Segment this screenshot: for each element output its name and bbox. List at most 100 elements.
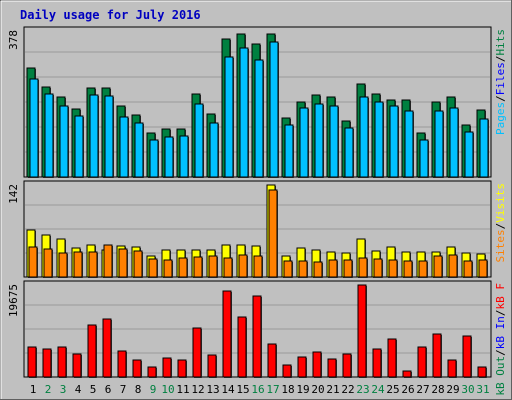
bar-files-30 [464, 131, 474, 178]
bar-sites-30 [463, 260, 473, 278]
bar-files-28 [434, 110, 444, 178]
legend-item-kbytes-2: / [494, 310, 507, 317]
bar-sites-13 [208, 255, 218, 278]
x-tick-label-8: 8 [135, 383, 142, 396]
bar-sites-5 [88, 251, 98, 278]
legend-item-visits-2: Sites [494, 229, 507, 262]
bar-sites-12 [193, 256, 203, 278]
bar-files-18 [284, 124, 294, 178]
bar-sites-7 [118, 248, 128, 278]
bar-kb-f-13 [207, 354, 217, 378]
x-tick-label-20: 20 [311, 383, 324, 396]
bar-sites-17 [268, 189, 278, 278]
x-tick-label-18: 18 [281, 383, 294, 396]
bar-kb-f-9 [147, 366, 157, 378]
ytick-label-kbytes: 19675 [7, 284, 20, 317]
bar-files-24 [374, 101, 384, 178]
bar-files-2 [44, 93, 54, 178]
bar-sites-20 [313, 261, 323, 278]
bar-files-31 [479, 118, 489, 178]
bar-files-8 [134, 122, 144, 178]
bar-kb-f-26 [402, 370, 412, 378]
bar-files-17 [269, 41, 279, 178]
x-tick-label-6: 6 [105, 383, 112, 396]
x-tick-label-12: 12 [191, 383, 204, 396]
bar-sites-25 [388, 259, 398, 278]
series-kb-f [27, 284, 487, 378]
bar-kb-f-11 [177, 359, 187, 378]
bar-sites-14 [223, 257, 233, 278]
bar-sites-15 [238, 254, 248, 278]
bar-kb-f-25 [387, 338, 397, 378]
bar-kb-f-22 [342, 353, 352, 378]
x-tick-label-10: 10 [161, 383, 174, 396]
x-tick-label-25: 25 [386, 383, 399, 396]
x-tick-label-5: 5 [90, 383, 97, 396]
legend-sep: / [494, 95, 507, 102]
legend-sep: / [494, 223, 507, 230]
bar-sites-3 [58, 252, 68, 278]
legend-item-visits-1: Visits [494, 183, 507, 223]
bar-sites-22 [343, 259, 353, 278]
x-tick-label-27: 27 [416, 383, 429, 396]
legend-item-hits-2: Files [494, 62, 507, 95]
bar-files-11 [179, 135, 189, 178]
bar-files-5 [89, 94, 99, 178]
bar-kb-f-12 [192, 327, 202, 378]
bar-sites-19 [298, 260, 308, 278]
bar-files-25 [389, 105, 399, 178]
bar-files-1 [29, 78, 39, 178]
bar-sites-6 [103, 244, 113, 278]
legend-item-hits-3: Pages [494, 102, 507, 135]
x-tick-label-14: 14 [221, 383, 235, 396]
bar-sites-1 [28, 246, 38, 278]
bar-sites-8 [133, 250, 143, 278]
legend-item-hits-1: Hits [494, 29, 507, 56]
x-tick-label-2: 2 [45, 383, 52, 396]
ytick-label-hits: 378 [7, 30, 20, 50]
panel-visits: 142 Sites/Visits [7, 180, 507, 278]
legend-sep: / [494, 56, 507, 63]
series-sites [28, 189, 488, 278]
x-tick-label-4: 4 [75, 383, 82, 396]
legend-hits: Pages/Files/Hits [494, 29, 507, 135]
x-tick-label-31: 31 [476, 383, 489, 396]
bar-kb-f-8 [132, 359, 142, 378]
bar-kb-f-7 [117, 350, 127, 378]
bar-sites-21 [328, 259, 338, 278]
legend-item-kbytes-1: kB F [494, 283, 507, 310]
bar-sites-27 [418, 260, 428, 278]
bar-kb-f-6 [102, 318, 112, 378]
bar-files-6 [104, 95, 114, 178]
bar-sites-24 [373, 258, 383, 278]
bar-files-27 [419, 139, 429, 178]
bar-sites-29 [448, 254, 458, 278]
bar-sites-31 [478, 259, 488, 278]
x-tick-label-21: 21 [326, 383, 339, 396]
bar-sites-11 [178, 257, 188, 278]
bar-kb-f-2 [42, 348, 52, 378]
bar-sites-10 [163, 259, 173, 278]
x-tick-label-30: 30 [461, 383, 474, 396]
x-tick-label-7: 7 [120, 383, 127, 396]
bar-kb-f-24 [372, 348, 382, 378]
bar-files-15 [239, 47, 249, 178]
bar-files-13 [209, 122, 219, 178]
bar-kb-f-27 [417, 346, 427, 378]
x-tick-label-1: 1 [30, 383, 37, 396]
bar-files-7 [119, 116, 129, 178]
bar-files-19 [299, 107, 309, 178]
bar-files-9 [149, 139, 159, 178]
x-tick-label-23: 23 [356, 383, 369, 396]
bar-files-3 [59, 105, 69, 178]
bar-kb-f-3 [57, 346, 67, 378]
bar-kb-f-4 [72, 353, 82, 378]
bar-files-4 [74, 115, 84, 178]
bar-sites-18 [283, 260, 293, 278]
bar-files-21 [329, 105, 339, 178]
bar-kb-f-5 [87, 324, 97, 378]
bar-files-29 [449, 107, 459, 178]
series-files [29, 41, 489, 178]
